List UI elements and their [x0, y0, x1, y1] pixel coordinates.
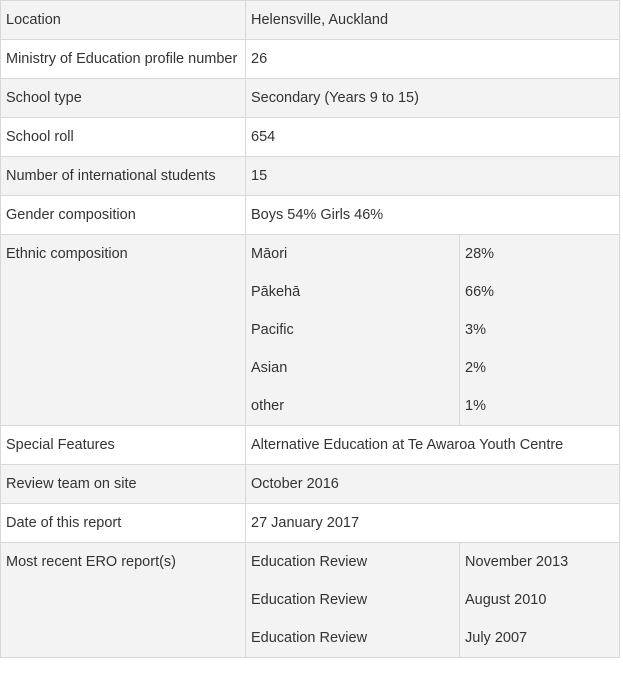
ethnic-group: Asian: [246, 349, 460, 387]
ero-date: July 2007: [459, 619, 619, 657]
ethnic-group: other: [246, 387, 460, 425]
row-school-type: School type Secondary (Years 9 to 15): [0, 78, 620, 118]
ethnic-values: Māori 28% Pākehā 66% Pacific 3% Asian 2%: [245, 234, 620, 426]
ethnic-item: Pākehā 66%: [246, 273, 619, 311]
row-ethnic: Ethnic composition Māori 28% Pākehā 66% …: [0, 234, 620, 426]
ethnic-percent: 28%: [459, 235, 619, 273]
ero-type: Education Review: [246, 619, 460, 657]
moe-number-label: Ministry of Education profile number: [0, 39, 246, 79]
ero-item: Education Review July 2007: [246, 619, 619, 657]
school-type-label: School type: [0, 78, 246, 118]
special-features-value: Alternative Education at Te Awaroa Youth…: [245, 425, 620, 465]
ero-values: Education Review November 2013 Education…: [245, 542, 620, 658]
row-international-students: Number of international students 15: [0, 156, 620, 196]
row-location: Location Helensville, Auckland: [0, 0, 620, 40]
location-label: Location: [0, 0, 246, 40]
gender-label: Gender composition: [0, 195, 246, 235]
ethnic-percent: 66%: [459, 273, 619, 311]
row-moe-number: Ministry of Education profile number 26: [0, 39, 620, 79]
review-team-label: Review team on site: [0, 464, 246, 504]
ethnic-item: Pacific 3%: [246, 311, 619, 349]
ethnic-percent: 3%: [459, 311, 619, 349]
row-report-date: Date of this report 27 January 2017: [0, 503, 620, 543]
ethnic-item: Māori 28%: [246, 235, 619, 273]
row-school-roll: School roll 654: [0, 117, 620, 157]
school-roll-label: School roll: [0, 117, 246, 157]
ethnic-label: Ethnic composition: [0, 234, 246, 426]
row-gender: Gender composition Boys 54% Girls 46%: [0, 195, 620, 235]
ero-date: November 2013: [459, 543, 619, 581]
gender-value: Boys 54% Girls 46%: [245, 195, 620, 235]
special-features-label: Special Features: [0, 425, 246, 465]
ethnic-group: Pacific: [246, 311, 460, 349]
moe-number-value: 26: [245, 39, 620, 79]
report-date-value: 27 January 2017: [245, 503, 620, 543]
international-students-value: 15: [245, 156, 620, 196]
ero-label: Most recent ERO report(s): [0, 542, 246, 658]
location-value: Helensville, Auckland: [245, 0, 620, 40]
ero-type: Education Review: [246, 581, 460, 619]
report-date-label: Date of this report: [0, 503, 246, 543]
ero-type: Education Review: [246, 543, 460, 581]
ero-subtable: Education Review November 2013 Education…: [246, 543, 619, 657]
ero-date: August 2010: [459, 581, 619, 619]
ethnic-group: Māori: [246, 235, 460, 273]
review-team-value: October 2016: [245, 464, 620, 504]
ethnic-group: Pākehā: [246, 273, 460, 311]
school-profile-table: Location Helensville, Auckland Ministry …: [0, 0, 620, 658]
ethnic-item: other 1%: [246, 387, 619, 425]
school-type-value: Secondary (Years 9 to 15): [245, 78, 620, 118]
ethnic-subtable: Māori 28% Pākehā 66% Pacific 3% Asian 2%: [246, 235, 619, 425]
ethnic-percent: 1%: [459, 387, 619, 425]
row-ero-reports: Most recent ERO report(s) Education Revi…: [0, 542, 620, 658]
ero-item: Education Review November 2013: [246, 543, 619, 581]
ethnic-item: Asian 2%: [246, 349, 619, 387]
row-special-features: Special Features Alternative Education a…: [0, 425, 620, 465]
ero-item: Education Review August 2010: [246, 581, 619, 619]
international-students-label: Number of international students: [0, 156, 246, 196]
ethnic-percent: 2%: [459, 349, 619, 387]
row-review-team: Review team on site October 2016: [0, 464, 620, 504]
school-roll-value: 654: [245, 117, 620, 157]
